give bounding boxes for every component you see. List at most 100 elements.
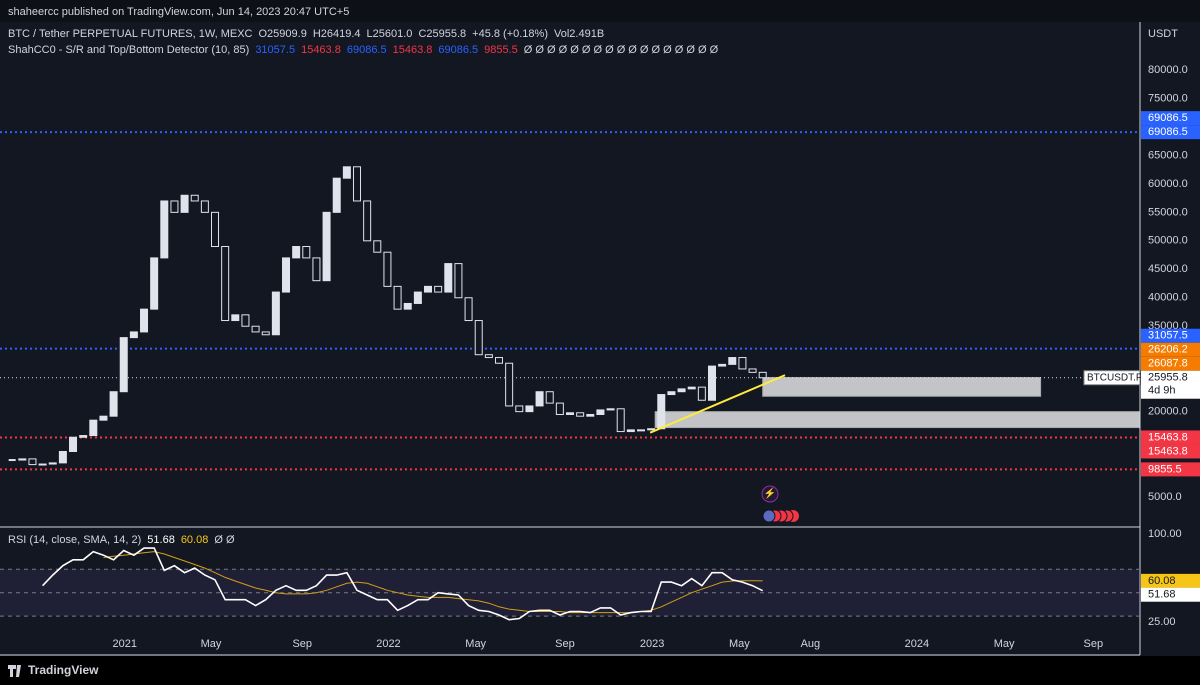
price-label-bg [1141,444,1200,459]
x-tick-label: May [994,638,1015,650]
legend-line: ShahCC0 - S/R and Top/Bottom Detector (1… [8,44,719,56]
candle [140,308,149,333]
event-icon-glyph: ⚡ [764,487,776,500]
candle [647,428,656,431]
y-tick-label: 75000.0 [1148,92,1188,104]
candle [718,363,727,367]
rsi-ma-line [103,551,763,614]
y-tick-label: 20000.0 [1148,406,1188,418]
candle [48,462,57,465]
candle [89,419,98,437]
x-tick-label: 2022 [376,638,400,650]
candle [342,166,351,179]
rsi-tick-label: 100.00 [1148,528,1182,540]
price-label: 26087.8 [1148,358,1188,370]
x-tick-label: 2023 [640,638,664,650]
candle [190,194,199,202]
legend-item: +45.8 (+0.18%) [472,28,548,40]
legend-item: H26419.4 [313,28,361,40]
candle [616,408,625,433]
candle [322,211,331,282]
indicator-value: 69086.5 [347,44,387,56]
candle [261,331,270,336]
candle [302,246,311,259]
price-label: 26206.2 [1148,344,1188,356]
candle [129,331,138,339]
rsi-legend-item: 60.08 [181,534,209,546]
price-label: 15463.8 [1148,431,1188,443]
y-tick-label: 65000.0 [1148,149,1188,161]
y-tick-label: 45000.0 [1148,263,1188,275]
candle [231,314,240,322]
candle [606,408,615,411]
candle [505,362,514,407]
candle [687,386,696,390]
candle [312,257,321,282]
indicator-value: ShahCC0 - S/R and Top/Bottom Detector (1… [8,44,249,56]
candle [738,357,747,370]
candle [464,297,473,322]
price-label-bg [1141,430,1200,445]
indicator-value: 15463.8 [301,44,341,56]
rsi-legend-item: Ø Ø [214,534,235,546]
rsi-value-label: 51.68 [1148,589,1176,601]
brand-logo [8,665,21,677]
sr-zone [762,376,1042,397]
legend-item: O25909.9 [259,28,307,40]
x-tick-label: May [729,638,750,650]
last-price-bg [1141,370,1200,399]
candle [484,354,493,359]
x-tick-label: May [465,638,486,650]
candle [28,458,37,466]
candle [545,391,554,404]
candle [282,257,291,293]
y-tick-label: 40000.0 [1148,292,1188,304]
price-label: 69086.5 [1148,126,1188,138]
candle [211,211,220,248]
indicator-value: 9855.5 [484,44,518,56]
candle [636,429,645,432]
x-tick-label: 2021 [113,638,137,650]
candle [109,391,118,417]
candle [566,412,574,415]
candle [150,257,159,310]
price-label: 15463.8 [1148,445,1188,457]
rsi-ma-label: 60.08 [1148,575,1176,587]
candle [79,435,88,438]
candle [393,285,402,310]
indicator-value: 69086.5 [438,44,478,56]
candle [251,325,260,333]
candle [119,337,128,393]
candle [38,463,47,466]
rsi-line [42,547,764,621]
last-name: BTCUSDT.P [1087,372,1143,383]
rsi-legend: RSI (14, close, SMA, 14, 2) 51.68 60.08 Ø Ø [8,534,235,546]
candle [69,436,78,452]
price-label-bg [1141,328,1200,343]
candle [160,200,169,259]
rsi-legend-item: RSI (14, close, SMA, 14, 2) [8,534,141,546]
candle [99,415,108,421]
y-tick-label: 60000.0 [1148,178,1188,190]
candle [596,409,605,415]
x-tick-label: Sep [292,638,312,650]
legend-item: C25955.8 [418,28,466,40]
candle [495,357,504,364]
flag-icons[interactable] [762,509,799,523]
price-label-bg [1141,342,1200,357]
x-tick-label: Sep [1084,638,1104,650]
candle [403,302,412,310]
candle [444,263,453,293]
candle [555,402,564,415]
countdown: 4d 9h [1148,385,1176,397]
candle [535,391,544,407]
candle [657,394,666,430]
price-label-bg [1141,462,1200,477]
event-icon[interactable] [761,485,779,503]
candle [474,320,483,356]
rsi-legend-item: 51.68 [147,534,175,546]
x-tick-label: May [201,638,222,650]
candle [667,391,676,396]
candle [697,386,706,401]
candle [525,405,534,413]
